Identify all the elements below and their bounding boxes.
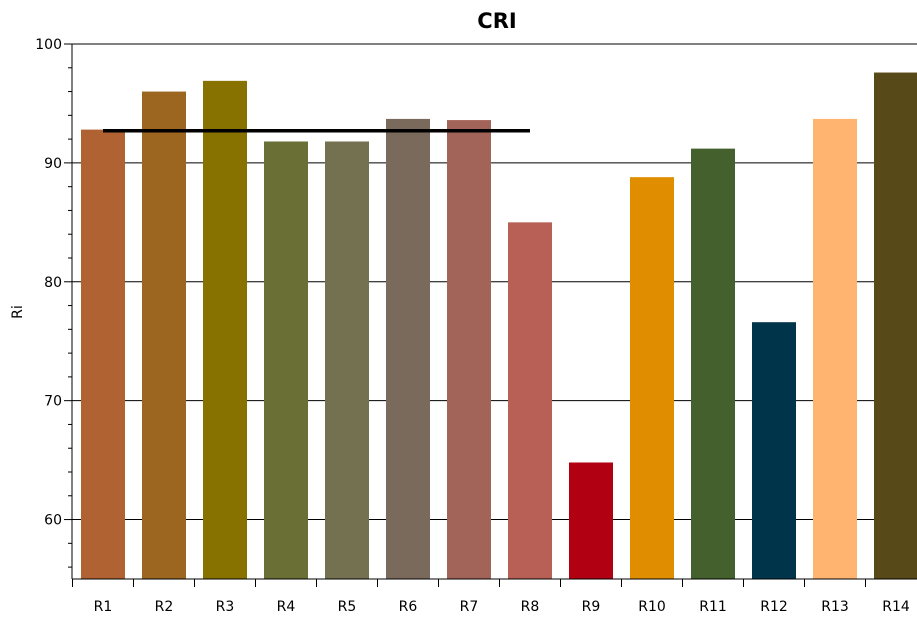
bar-r4 [264, 141, 308, 579]
x-tick-label: R3 [216, 599, 235, 615]
x-tick-label: R4 [277, 599, 296, 615]
x-tick-label: R7 [460, 599, 479, 615]
bar-r9 [569, 462, 613, 579]
bar-r5 [325, 141, 369, 579]
y-tick-label: 90 [44, 156, 62, 172]
bar-r6 [386, 118, 430, 580]
y-tick-labels: 60 70 80 90 100 [35, 37, 72, 529]
bar-r2 [142, 91, 186, 580]
x-tick-label: R2 [155, 599, 174, 615]
y-tick-label: 70 [44, 394, 62, 410]
y-tick-label: 100 [35, 37, 62, 53]
bar-r1 [81, 129, 125, 579]
bar-r11 [691, 148, 735, 579]
x-tick-label: R10 [638, 599, 666, 615]
bars [81, 72, 917, 580]
x-tick-label: R13 [821, 599, 849, 615]
axes [68, 43, 917, 587]
y-axis-label: Ri [10, 305, 26, 319]
x-tick-labels: R1 R2 R3 R4 R5 R6 R7 R8 R9 R10 R11 R12 R13 R14 [94, 599, 910, 615]
bar-r7 [447, 120, 491, 579]
x-tick-label: R12 [760, 599, 788, 615]
x-tick-label: R8 [521, 599, 540, 615]
bar-r12 [752, 322, 796, 579]
y-tick-label: 80 [44, 275, 62, 291]
x-tick-label: R6 [399, 599, 418, 615]
x-tick-label: R11 [699, 599, 727, 615]
bar-r14 [874, 72, 917, 580]
x-tick-label: R14 [882, 599, 910, 615]
y-tick-label: 60 [44, 513, 62, 529]
bar-r8 [508, 222, 552, 580]
chart-title: CRI [477, 9, 516, 33]
bar-r13 [813, 118, 857, 580]
x-tick-label: R9 [582, 599, 601, 615]
bar-r3 [203, 80, 247, 579]
x-tick-label: R5 [338, 599, 357, 615]
x-tick-label: R1 [94, 599, 113, 615]
bar-r10 [630, 177, 674, 579]
